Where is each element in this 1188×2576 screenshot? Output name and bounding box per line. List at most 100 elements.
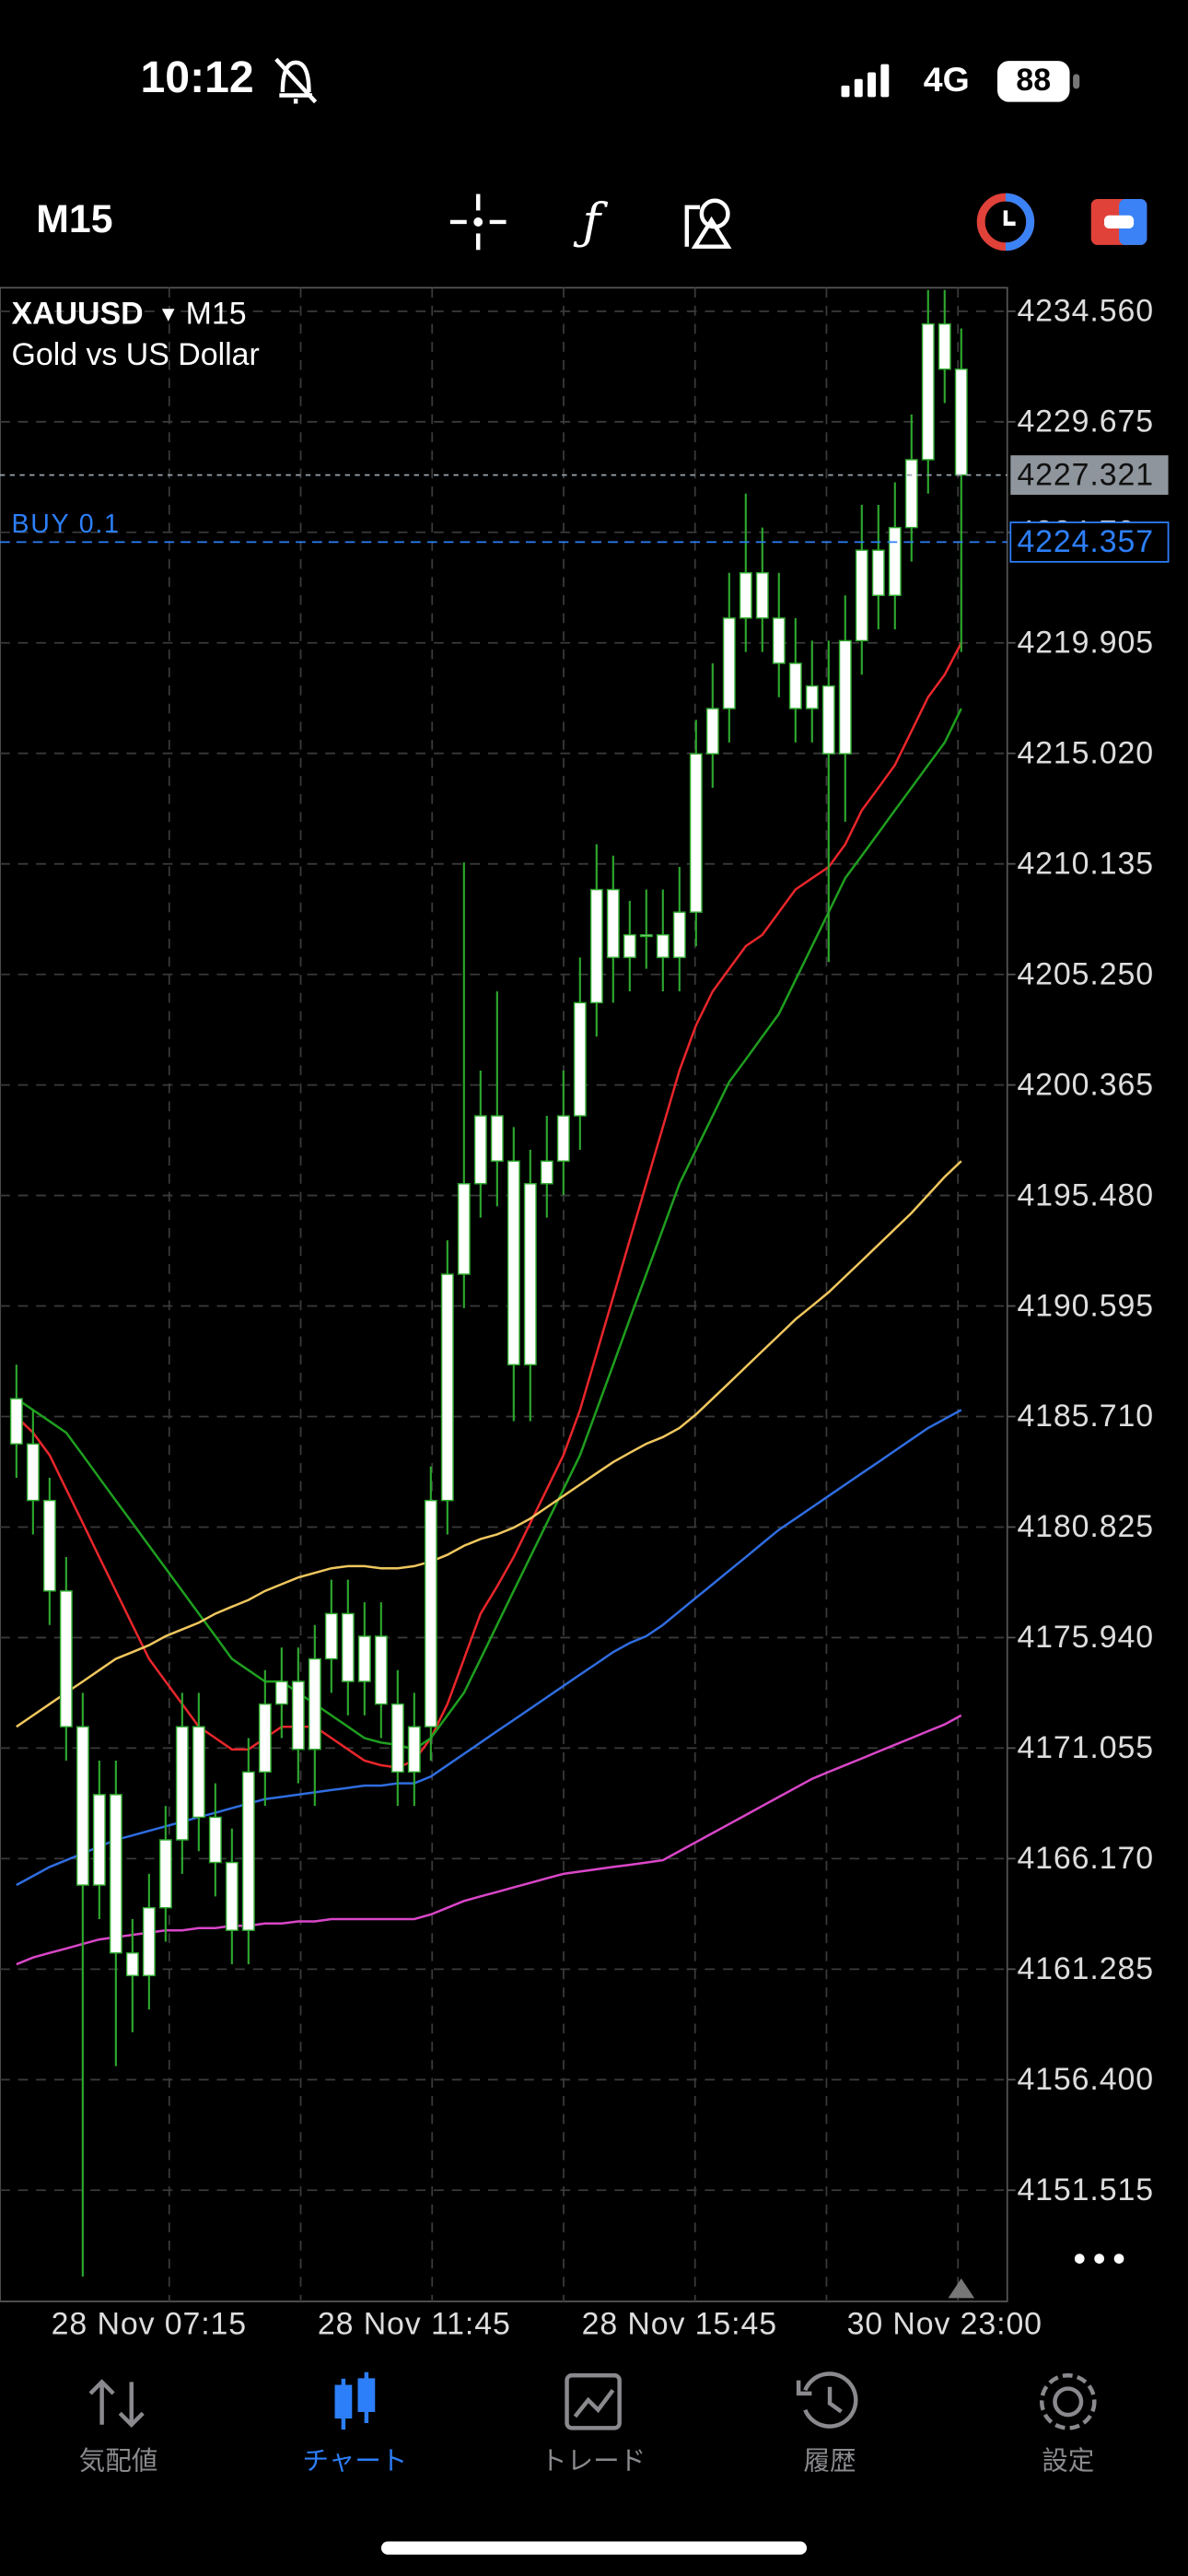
candle-body <box>357 1635 371 1682</box>
candle-body <box>705 708 719 755</box>
bid-label-box <box>1010 455 1169 496</box>
candle-body <box>308 1657 321 1751</box>
signal-icon <box>841 64 890 98</box>
symbol-dropdown[interactable]: ▼ <box>157 302 179 326</box>
candle-body <box>739 572 752 619</box>
candle-body <box>158 1839 172 1909</box>
candle-body <box>490 1115 504 1162</box>
y-tick-label: 4161.285 <box>1017 1951 1154 1986</box>
timeframe-button[interactable]: M15 <box>36 197 112 241</box>
candle-body <box>473 1115 487 1185</box>
y-tick-label: 4156.400 <box>1017 2062 1154 2097</box>
candle-body <box>324 1612 338 1660</box>
y-tick-label: 4210.135 <box>1017 846 1154 881</box>
silent-icon <box>274 57 318 104</box>
candle-body <box>374 1635 388 1705</box>
candle-body <box>390 1703 404 1774</box>
candle-body <box>772 617 786 664</box>
candle-body <box>921 322 935 461</box>
order-price-box <box>1009 521 1170 563</box>
candle-body <box>274 1680 288 1705</box>
y-tick-label: 4180.825 <box>1017 1509 1154 1544</box>
candle-body <box>9 1398 23 1445</box>
candle-body <box>59 1590 73 1727</box>
bid-label: 4227.321 <box>1017 457 1154 492</box>
shift-marker[interactable] <box>948 2278 975 2299</box>
y-tick-label: 4151.515 <box>1017 2172 1154 2207</box>
chart-timeframe: M15 <box>186 297 247 332</box>
home-indicator <box>380 2541 808 2555</box>
bottom-nav: 気配値 チャート トレード 履歴 設定 <box>79 2446 1095 2476</box>
candle-body <box>805 685 819 709</box>
candle-body <box>871 549 885 597</box>
candle-body <box>92 1794 106 1886</box>
nav-item[interactable]: トレード <box>541 2446 646 2476</box>
plot-area[interactable]: 4234.5604229.6754224.794219.9054215.0204… <box>0 287 1170 2342</box>
one-click-button[interactable] <box>976 193 1035 252</box>
candle-body <box>855 549 868 642</box>
nav-item[interactable]: 気配値 <box>79 2446 158 2476</box>
trade-button[interactable] <box>1090 198 1147 245</box>
candle-body <box>507 1160 520 1365</box>
candle-body <box>225 1861 239 1931</box>
moving-average-line <box>16 708 962 1751</box>
candle-body <box>755 572 769 619</box>
y-tick-label: 4185.710 <box>1017 1399 1154 1434</box>
candle-body <box>258 1703 272 1774</box>
y-tick-label: 4166.170 <box>1017 1841 1154 1876</box>
y-tick-label: 4215.020 <box>1017 735 1154 770</box>
moving-average-line <box>16 1714 962 1966</box>
moving-average-line <box>16 1409 962 1887</box>
nav-item[interactable]: チャート <box>302 2446 407 2476</box>
candle-body <box>109 1794 122 1954</box>
symbol[interactable]: XAUUSD <box>11 297 143 332</box>
candle-body <box>954 368 968 476</box>
candle-body <box>623 933 636 958</box>
status-time: 10:12 <box>141 53 254 102</box>
candle-body <box>788 662 802 709</box>
symbol-description: Gold vs US Dollar <box>11 337 259 372</box>
candle-body <box>125 1952 139 1977</box>
y-tick-label: 4219.905 <box>1017 625 1154 660</box>
battery-body <box>997 61 1070 102</box>
candle-body <box>26 1443 40 1502</box>
candle-body <box>42 1499 56 1592</box>
candle-body <box>838 639 852 755</box>
battery-level: 88 <box>1016 63 1051 98</box>
more-button[interactable] <box>1074 2254 1124 2264</box>
crosshair-button[interactable] <box>449 193 507 251</box>
indicators-button[interactable]: ƒ <box>573 192 608 250</box>
candle-body <box>606 888 620 958</box>
objects-button[interactable] <box>684 198 732 249</box>
network-type: 4G <box>924 60 970 99</box>
order-label[interactable]: BUY 0.1 <box>11 509 120 539</box>
candle-body <box>821 685 835 755</box>
moving-average-line <box>16 1160 962 1728</box>
y-tick-label: 4190.595 <box>1017 1288 1154 1323</box>
chart-frame <box>0 287 1008 2302</box>
candle-body <box>888 526 902 597</box>
candle-body <box>656 933 670 958</box>
y-tick-label: 4205.250 <box>1017 956 1154 991</box>
y-tick-label: 4229.675 <box>1017 404 1154 439</box>
nav-item[interactable]: 履歴 <box>803 2446 856 2476</box>
candle-body <box>457 1183 471 1275</box>
candle-body <box>639 933 653 938</box>
candle-body <box>540 1160 553 1185</box>
candle-body <box>722 617 736 709</box>
y-tick-label: 4200.365 <box>1017 1067 1154 1102</box>
candle-body <box>672 911 686 958</box>
candle-body <box>291 1680 305 1751</box>
nav-item[interactable]: 設定 <box>1042 2446 1094 2476</box>
candle-body <box>241 1771 255 1931</box>
y-tick-label: 4195.480 <box>1017 1177 1154 1212</box>
candle-body <box>341 1612 355 1682</box>
nav-icons <box>88 2371 1097 2430</box>
y-tick-label: 4175.940 <box>1017 1620 1154 1655</box>
x-tick-label: 28 Nov 07:15 <box>52 2307 247 2342</box>
candle-body <box>689 753 703 913</box>
moving-average-line <box>15 642 962 1769</box>
battery-cap <box>1073 74 1080 89</box>
